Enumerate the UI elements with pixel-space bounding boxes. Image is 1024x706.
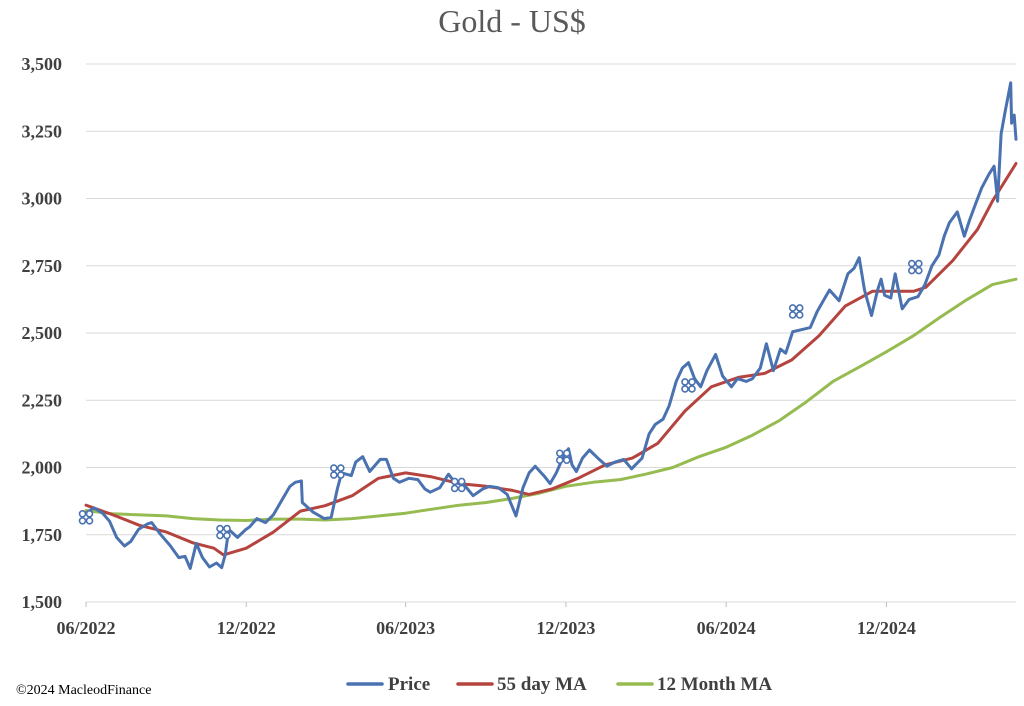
legend-ma55: 55 day MA — [456, 674, 587, 695]
x-tick-label: 12/2024 — [857, 618, 916, 638]
y-tick-label: 2,250 — [22, 390, 63, 410]
price-line — [84, 81, 1018, 570]
y-tick-label: 2,750 — [22, 256, 63, 276]
marker-dot — [688, 378, 696, 386]
marker-dot — [681, 385, 689, 393]
marker-dot — [330, 471, 338, 479]
marker-dot — [223, 524, 231, 533]
x-tick-label: 12/2022 — [217, 618, 276, 638]
marker-dot — [457, 477, 466, 486]
event-marker — [216, 524, 231, 540]
marker-dot — [681, 378, 689, 386]
marker-dot — [907, 259, 916, 268]
marker-dot — [457, 484, 466, 493]
x-axis-ticks: 06/2022 12/2022 06/2023 12/2023 06/2024 12/20… — [56, 602, 916, 638]
marker-dot — [78, 516, 87, 525]
y-tick-label: 3,000 — [22, 189, 63, 209]
event-marker — [681, 378, 696, 393]
y-tick-label: 1,500 — [22, 592, 63, 612]
copyright-text: ©2024 MacleodFinance — [16, 683, 151, 698]
legend-label: Price — [388, 674, 430, 695]
event-markers — [78, 259, 923, 540]
marker-dot — [788, 304, 797, 312]
x-tick-label: 06/2024 — [697, 618, 756, 638]
marker-dot — [216, 531, 224, 540]
marker-dot — [688, 385, 696, 393]
marker-dot — [85, 509, 94, 518]
legend-label: 12 Month MA — [657, 674, 772, 695]
marker-dot — [223, 531, 231, 540]
y-tick-label: 2,500 — [22, 323, 63, 343]
event-marker — [78, 509, 94, 525]
y-tick-label: 3,250 — [22, 121, 63, 141]
marker-dot — [562, 456, 571, 465]
x-tick-label: 06/2023 — [376, 618, 435, 638]
event-marker — [450, 477, 466, 493]
marker-dot — [337, 471, 345, 479]
ma55-line — [84, 162, 1018, 557]
marker-dot — [555, 449, 564, 458]
x-tick-label: 06/2022 — [56, 618, 115, 638]
marker-dot — [337, 464, 345, 472]
event-marker — [330, 464, 345, 479]
marker-dot — [330, 464, 338, 472]
marker-dot — [216, 524, 224, 533]
marker-dot — [914, 266, 923, 275]
legend-ma12: 12 Month MA — [616, 674, 772, 695]
marker-dot — [795, 304, 804, 312]
marker-dot — [562, 449, 571, 458]
series-lines — [84, 81, 1018, 570]
event-marker — [907, 259, 923, 275]
marker-dot — [555, 456, 564, 465]
x-tick-label: 12/2023 — [536, 618, 595, 638]
event-marker — [788, 304, 804, 319]
legend-price: Price — [346, 674, 430, 695]
marker-dot — [788, 311, 797, 319]
marker-dot — [907, 266, 916, 275]
legend-label: 55 day MA — [497, 674, 587, 695]
marker-dot — [795, 311, 804, 319]
y-axis-ticks: 1,500 1,750 2,000 2,250 2,500 2,750 3,000 3,250… — [22, 54, 63, 612]
marker-dot — [78, 509, 87, 518]
marker-dot — [450, 484, 459, 493]
event-marker — [555, 449, 571, 465]
y-tick-label: 2,000 — [22, 458, 63, 478]
y-tick-label: 1,750 — [22, 525, 63, 545]
y-tick-label: 3,500 — [22, 54, 63, 74]
marker-dot — [914, 259, 923, 268]
chart-title: Gold - US$ — [438, 3, 586, 39]
legend: Price 55 day MA 12 Month MA — [346, 674, 772, 695]
marker-dot — [85, 516, 94, 525]
marker-dot — [450, 477, 459, 486]
